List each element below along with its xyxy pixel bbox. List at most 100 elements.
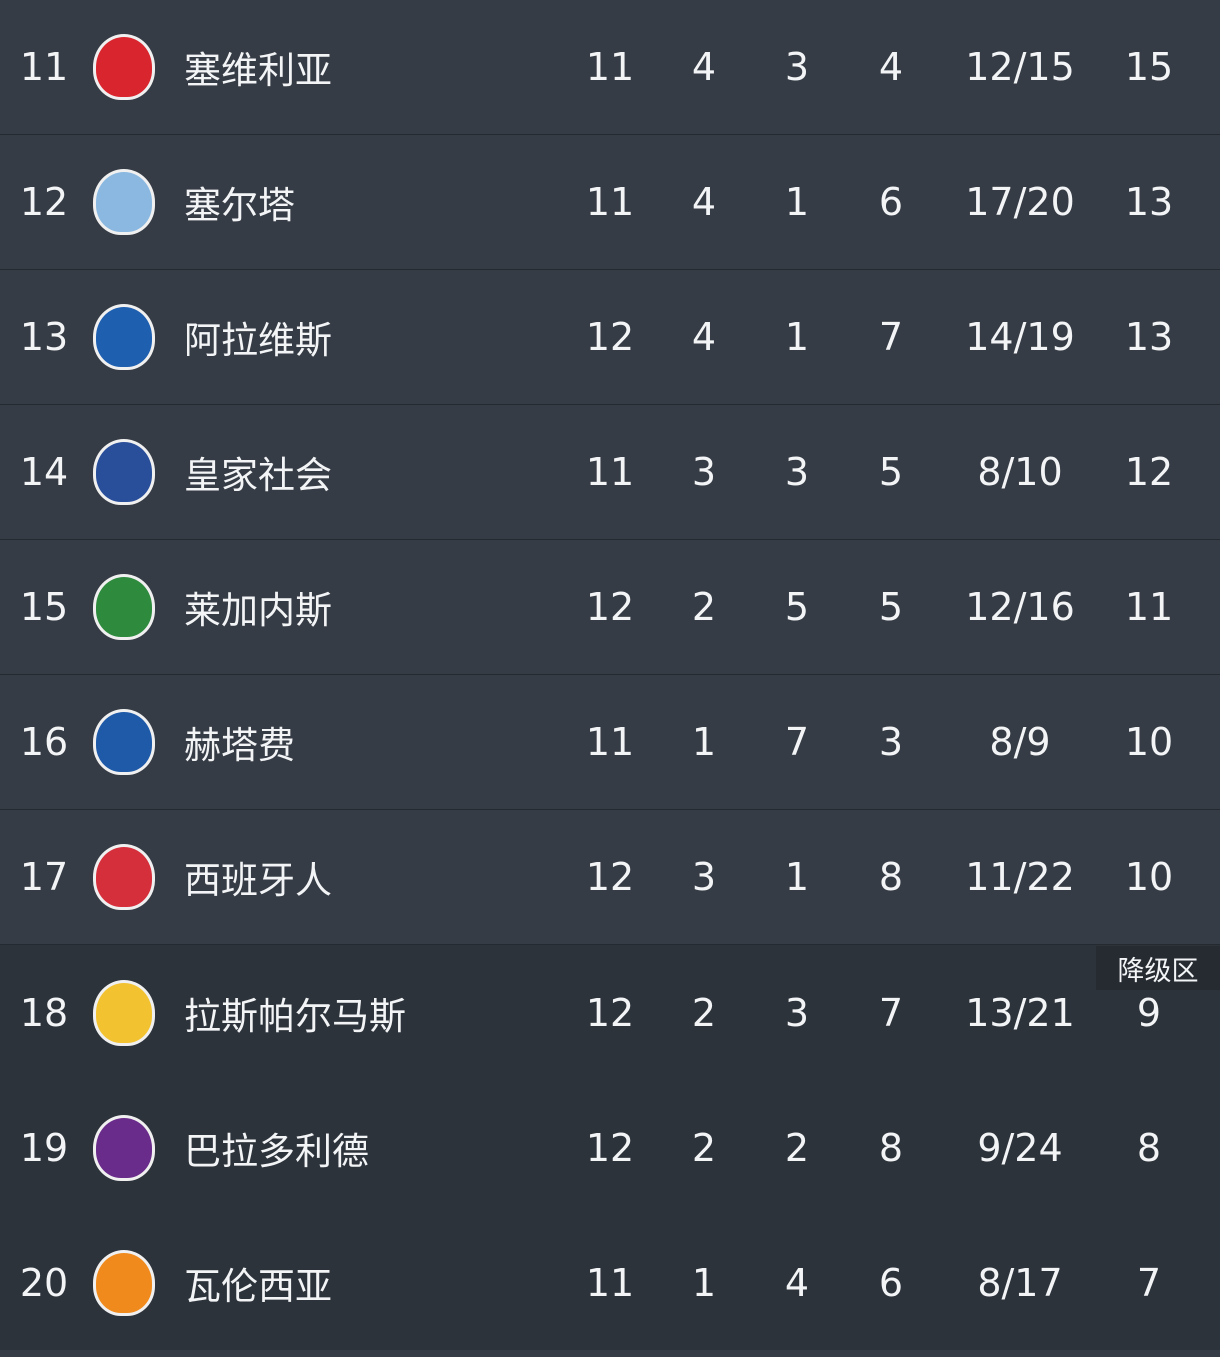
played: 12 [585, 990, 635, 1035]
losses: 7 [878, 315, 904, 359]
losses: 4 [878, 45, 904, 89]
draws: 1 [784, 315, 810, 359]
played: 12 [585, 1125, 635, 1170]
played: 12 [585, 315, 635, 359]
team-rank: 11 [19, 45, 69, 89]
table-row[interactable]: 17 西班牙人 12 3 1 8 11/22 10 [0, 810, 1220, 945]
team-name: 塞尔塔 [184, 184, 295, 227]
table-row[interactable]: 11 塞维利亚 11 4 3 4 12/15 15 [0, 0, 1220, 135]
team-name: 拉斯帕尔马斯 [184, 994, 406, 1038]
draws: 3 [784, 450, 810, 494]
wins: 3 [691, 855, 717, 899]
team-rank: 19 [19, 1125, 69, 1170]
losses: 5 [878, 585, 904, 629]
team-logo [92, 540, 156, 674]
wins: 3 [691, 450, 717, 494]
draws: 2 [784, 1125, 810, 1170]
table-row[interactable]: 16 赫塔费 11 1 7 3 8/9 10 [0, 675, 1220, 810]
played: 11 [585, 450, 635, 494]
team-crest-icon [93, 979, 155, 1046]
team-name: 塞维利亚 [184, 49, 332, 92]
goals-for-against: 8/10 [977, 450, 1063, 494]
draws: 7 [784, 720, 810, 764]
points: 15 [1124, 45, 1174, 89]
goals-for-against: 13/21 [965, 990, 1075, 1035]
team-logo [92, 675, 156, 809]
wins: 1 [691, 720, 717, 764]
team-crest-icon [93, 1114, 155, 1181]
table-row[interactable]: 13 阿拉维斯 12 4 1 7 14/19 13 [0, 270, 1220, 405]
losses: 3 [878, 720, 904, 764]
points: 10 [1124, 720, 1174, 764]
wins: 4 [691, 45, 717, 89]
team-crest-icon [93, 439, 155, 505]
team-name: 西班牙人 [184, 859, 332, 902]
goals-for-against: 14/19 [965, 315, 1075, 359]
team-crest-icon [93, 709, 155, 775]
team-rank: 12 [19, 180, 69, 224]
goals-for-against: 9/24 [977, 1125, 1063, 1170]
wins: 4 [691, 180, 717, 224]
table-row[interactable]: 18 拉斯帕尔马斯 12 2 3 7 13/21 9 [0, 945, 1220, 1080]
team-logo [92, 0, 156, 134]
draws: 3 [784, 990, 810, 1035]
relegation-zone-label: 降级区 [1096, 946, 1220, 990]
draws: 5 [784, 585, 810, 629]
wins: 2 [691, 1125, 717, 1170]
table-row[interactable]: 19 巴拉多利德 12 2 2 8 9/24 8 [0, 1080, 1220, 1215]
team-name: 莱加内斯 [184, 589, 332, 632]
team-rank: 20 [19, 1260, 69, 1305]
losses: 8 [878, 855, 904, 899]
team-name: 巴拉多利德 [184, 1129, 369, 1173]
team-rank: 15 [19, 585, 69, 629]
table-row[interactable]: 14 皇家社会 11 3 3 5 8/10 12 [0, 405, 1220, 540]
points: 13 [1124, 315, 1174, 359]
played: 11 [585, 720, 635, 764]
played: 11 [585, 45, 635, 89]
table-row[interactable]: 20 瓦伦西亚 11 1 4 6 8/17 7 [0, 1215, 1220, 1350]
team-crest-icon [93, 34, 155, 100]
team-name: 皇家社会 [184, 454, 332, 497]
wins: 2 [691, 585, 717, 629]
table-row[interactable]: 12 塞尔塔 11 4 1 6 17/20 13 [0, 135, 1220, 270]
goals-for-against: 12/15 [965, 45, 1075, 89]
team-rank: 13 [19, 315, 69, 359]
team-rank: 14 [19, 450, 69, 494]
draws: 1 [784, 180, 810, 224]
team-logo [92, 270, 156, 404]
played: 12 [585, 585, 635, 629]
wins: 2 [691, 990, 717, 1035]
played: 12 [585, 855, 635, 899]
team-logo [92, 135, 156, 269]
draws: 3 [784, 45, 810, 89]
team-crest-icon [93, 169, 155, 235]
table-row[interactable]: 15 莱加内斯 12 2 5 5 12/16 11 [0, 540, 1220, 675]
losses: 6 [878, 1260, 904, 1305]
team-name: 赫塔费 [184, 724, 295, 767]
goals-for-against: 11/22 [965, 855, 1075, 899]
team-name: 瓦伦西亚 [184, 1264, 332, 1308]
points: 11 [1124, 585, 1174, 629]
losses: 8 [878, 1125, 904, 1170]
team-crest-icon [93, 844, 155, 910]
draws: 1 [784, 855, 810, 899]
wins: 1 [691, 1260, 717, 1305]
points: 12 [1124, 450, 1174, 494]
team-rank: 16 [19, 720, 69, 764]
team-crest-icon [93, 1249, 155, 1316]
points: 7 [1136, 1260, 1162, 1305]
team-crest-icon [93, 574, 155, 640]
points: 9 [1136, 990, 1162, 1035]
wins: 4 [691, 315, 717, 359]
team-logo [92, 405, 156, 539]
played: 11 [585, 180, 635, 224]
points: 10 [1124, 855, 1174, 899]
team-logo [92, 945, 156, 1080]
goals-for-against: 17/20 [965, 180, 1075, 224]
team-logo [92, 1080, 156, 1215]
played: 11 [585, 1260, 635, 1305]
points: 8 [1136, 1125, 1162, 1170]
losses: 6 [878, 180, 904, 224]
goals-for-against: 8/9 [989, 720, 1051, 764]
